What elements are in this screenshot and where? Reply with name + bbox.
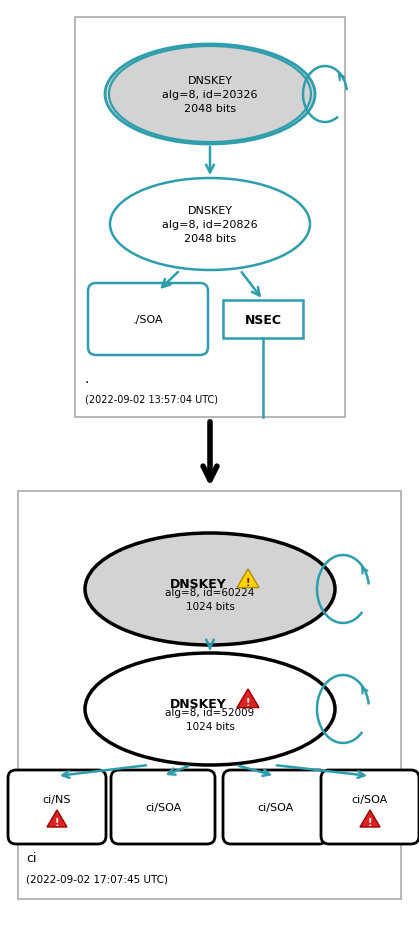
FancyBboxPatch shape [111,770,215,844]
Text: DNSKEY: DNSKEY [170,697,226,710]
Polygon shape [360,810,380,827]
Text: !: ! [55,818,59,827]
Text: (2022-09-02 17:07:45 UTC): (2022-09-02 17:07:45 UTC) [26,873,168,883]
Text: ci/SOA: ci/SOA [352,794,388,804]
Text: !: ! [246,578,250,587]
FancyBboxPatch shape [223,770,327,844]
Text: DNSKEY
alg=8, id=20326
2048 bits: DNSKEY alg=8, id=20326 2048 bits [162,76,258,114]
Text: !: ! [246,698,250,707]
Polygon shape [237,569,259,588]
Polygon shape [47,810,67,827]
FancyBboxPatch shape [88,284,208,356]
FancyBboxPatch shape [8,770,106,844]
Text: ./SOA: ./SOA [133,314,163,325]
Text: .: . [85,372,89,385]
Text: ci/SOA: ci/SOA [145,802,181,812]
FancyBboxPatch shape [223,301,303,339]
Text: !: ! [368,818,372,827]
Text: ci/SOA: ci/SOA [257,802,293,812]
FancyBboxPatch shape [18,492,401,899]
FancyBboxPatch shape [75,18,345,417]
Text: (2022-09-02 13:57:04 UTC): (2022-09-02 13:57:04 UTC) [85,395,218,405]
FancyBboxPatch shape [321,770,419,844]
Text: ci/NS: ci/NS [43,794,71,804]
Ellipse shape [105,45,315,144]
Ellipse shape [110,178,310,271]
Text: ci: ci [26,851,36,864]
Text: DNSKEY: DNSKEY [170,577,226,590]
Ellipse shape [85,653,335,766]
Text: DNSKEY
alg=8, id=20826
2048 bits: DNSKEY alg=8, id=20826 2048 bits [162,206,258,244]
Text: alg=8, id=60224
1024 bits: alg=8, id=60224 1024 bits [166,587,255,612]
Text: NSEC: NSEC [245,313,282,327]
Ellipse shape [85,533,335,646]
Polygon shape [237,689,259,708]
Text: alg=8, id=52009
1024 bits: alg=8, id=52009 1024 bits [166,707,255,732]
